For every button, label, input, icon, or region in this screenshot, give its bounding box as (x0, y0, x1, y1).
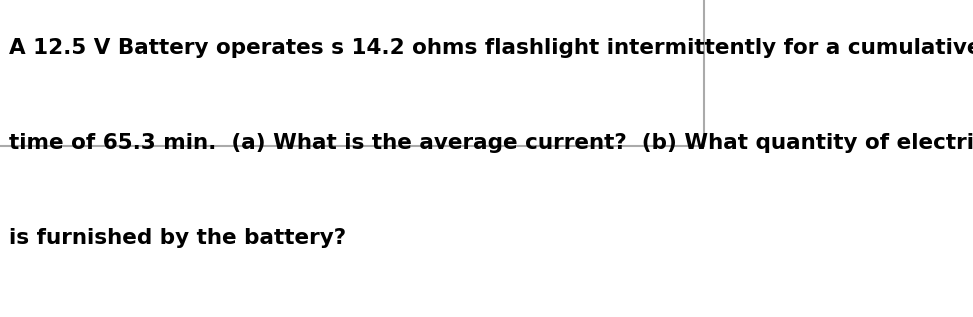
Text: A 12.5 V Battery operates s 14.2 ohms flashlight intermittently for a cumulative: A 12.5 V Battery operates s 14.2 ohms fl… (9, 38, 973, 58)
Text: is furnished by the battery?: is furnished by the battery? (9, 228, 345, 248)
Text: time of 65.3 min.  (a) What is the average current?  (b) What quantity of electr: time of 65.3 min. (a) What is the averag… (9, 133, 973, 153)
